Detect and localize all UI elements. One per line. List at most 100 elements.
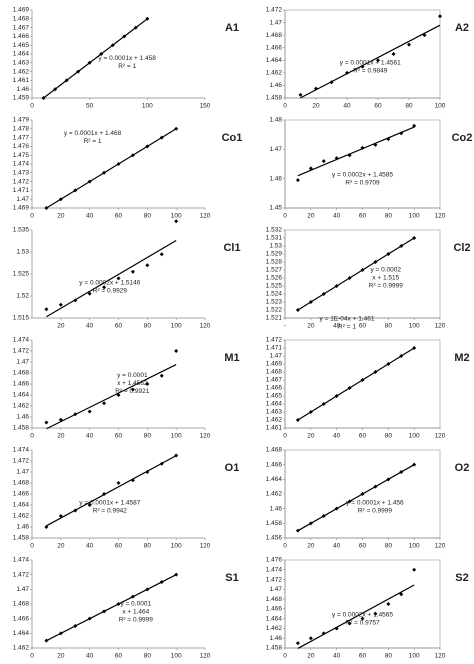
y-tick-label: 1.47 bbox=[269, 146, 282, 153]
x-tick-label: 80 bbox=[385, 433, 393, 440]
y-tick-label: 1.458 bbox=[266, 645, 283, 652]
data-point bbox=[386, 252, 391, 256]
x-tick-label: 120 bbox=[200, 323, 211, 330]
y-tick-label: 1.458 bbox=[13, 425, 30, 432]
data-point bbox=[87, 616, 92, 621]
equation: y = 0.0002x + 1.4565 bbox=[332, 611, 393, 618]
y-tick-label: 1.476 bbox=[266, 557, 283, 564]
x-tick-label: 120 bbox=[435, 213, 446, 220]
data-point bbox=[308, 636, 313, 641]
data-point bbox=[360, 64, 365, 69]
y-tick-label: 1.53 bbox=[269, 243, 282, 250]
panel: 1.456 1.458 1.46 1.462 1.464 1.466 1.468 0 20 40 6… bbox=[266, 447, 470, 550]
data-point bbox=[73, 298, 78, 303]
x-tick-label: 80 bbox=[144, 543, 152, 550]
panel: 1.458 1.46 1.462 1.464 1.466 1.468 1.47 1.472 1.… bbox=[266, 557, 469, 660]
x-tick-label: 50 bbox=[86, 103, 94, 110]
y-tick-label: 1.525 bbox=[266, 283, 283, 290]
y-tick-label: 1.464 bbox=[13, 51, 30, 58]
data-point bbox=[360, 145, 365, 150]
y-tick-label: 1.47 bbox=[269, 353, 282, 360]
y-tick-label: 1.464 bbox=[266, 401, 283, 408]
data-point bbox=[130, 478, 135, 483]
x-tick-label: 20 bbox=[307, 323, 315, 330]
trend-line bbox=[46, 574, 177, 642]
data-point bbox=[373, 370, 378, 374]
panel: 1.5211.5221.5231.5241.5251.5261.5271.528… bbox=[266, 227, 471, 330]
y-tick-label: 1.47 bbox=[269, 19, 282, 26]
data-point bbox=[174, 349, 179, 353]
data-point bbox=[58, 631, 63, 636]
data-point bbox=[308, 521, 313, 526]
y-tick-label: 1.46 bbox=[269, 505, 282, 512]
x-tick-label: 100 bbox=[171, 323, 182, 330]
data-point bbox=[58, 302, 63, 307]
trend-line bbox=[46, 128, 177, 209]
equation: y = 0.0002 bbox=[370, 266, 401, 273]
data-point bbox=[58, 417, 63, 422]
x-tick-label: 0 bbox=[30, 433, 34, 440]
trend-line bbox=[297, 126, 415, 177]
y-tick-label: 1.468 bbox=[266, 369, 283, 376]
x-tick-label: 0 bbox=[283, 653, 287, 660]
x-tick-label: 100 bbox=[435, 103, 446, 110]
y-tick-label: 1.466 bbox=[13, 33, 30, 40]
panel-label: A2 bbox=[455, 22, 469, 34]
equation: y = 0.0002x + 1.4585 bbox=[332, 171, 393, 178]
data-point bbox=[116, 393, 121, 397]
y-tick-label: 1.466 bbox=[266, 385, 283, 392]
data-point bbox=[334, 284, 339, 288]
data-point bbox=[376, 58, 380, 63]
x-tick-label: 40 bbox=[86, 323, 94, 330]
y-tick-label: 1.472 bbox=[13, 178, 30, 185]
y-tick-label: 1.469 bbox=[13, 7, 30, 14]
x-tick-label: 20 bbox=[57, 433, 65, 440]
y-tick-label: 1.473 bbox=[13, 170, 30, 177]
data-point bbox=[116, 162, 121, 166]
y-tick-label: 1.46 bbox=[16, 524, 29, 531]
y-tick-label: 1.462 bbox=[13, 513, 30, 520]
data-point bbox=[53, 87, 58, 92]
data-point bbox=[102, 609, 107, 614]
data-point bbox=[347, 386, 352, 390]
y-tick-label: 1.474 bbox=[13, 557, 30, 564]
y-tick-label: 1.462 bbox=[266, 417, 283, 424]
data-point bbox=[347, 276, 352, 280]
data-point bbox=[295, 178, 300, 183]
y-tick-label: 1.463 bbox=[13, 60, 30, 67]
data-point bbox=[99, 52, 104, 56]
equation: R² = 0.9999 bbox=[358, 508, 393, 515]
data-point bbox=[407, 42, 411, 47]
y-tick-label: 1.472 bbox=[13, 348, 30, 355]
equation: y = 0.0001x + 1.4561 bbox=[340, 60, 401, 67]
data-point bbox=[87, 60, 92, 65]
x-tick-label: 0 bbox=[30, 543, 34, 550]
x-tick-label: 100 bbox=[409, 653, 420, 660]
x-tick-label: - bbox=[284, 323, 286, 330]
data-point bbox=[159, 461, 164, 466]
x-tick-label: 80 bbox=[405, 103, 413, 110]
data-point bbox=[295, 308, 300, 312]
x-tick-label: 40 bbox=[86, 543, 94, 550]
panel-label: M1 bbox=[224, 352, 239, 364]
y-tick-label: 1.466 bbox=[266, 461, 283, 468]
panel: 1.45 1.46 1.47 1.48 0 20 40 60 80 100 120 y = 0.000… bbox=[269, 117, 472, 220]
y-tick-label: 1.472 bbox=[13, 458, 30, 465]
data-point bbox=[130, 153, 135, 158]
panel: 1.462 1.464 1.466 1.468 1.47 1.472 1.474 0 20 40 6… bbox=[13, 557, 239, 660]
data-point bbox=[145, 16, 150, 21]
y-tick-label: 1.456 bbox=[266, 535, 283, 542]
x-tick-label: 20 bbox=[57, 653, 65, 660]
data-point bbox=[386, 362, 391, 366]
panel: 1.515 1.52 1.525 1.53 1.535 20 40 60 80 100 120 y =… bbox=[13, 219, 241, 330]
data-point bbox=[145, 263, 150, 268]
plot-frame bbox=[284, 119, 441, 209]
data-point bbox=[174, 126, 179, 131]
panel-label: S2 bbox=[455, 572, 468, 584]
y-tick-label: 1.461 bbox=[266, 425, 283, 432]
x-tick-label: 120 bbox=[200, 543, 211, 550]
y-tick-label: 1.464 bbox=[266, 57, 283, 64]
y-tick-label: 1.462 bbox=[266, 625, 283, 632]
data-point bbox=[58, 197, 63, 202]
y-tick-label: 1.464 bbox=[13, 392, 30, 399]
